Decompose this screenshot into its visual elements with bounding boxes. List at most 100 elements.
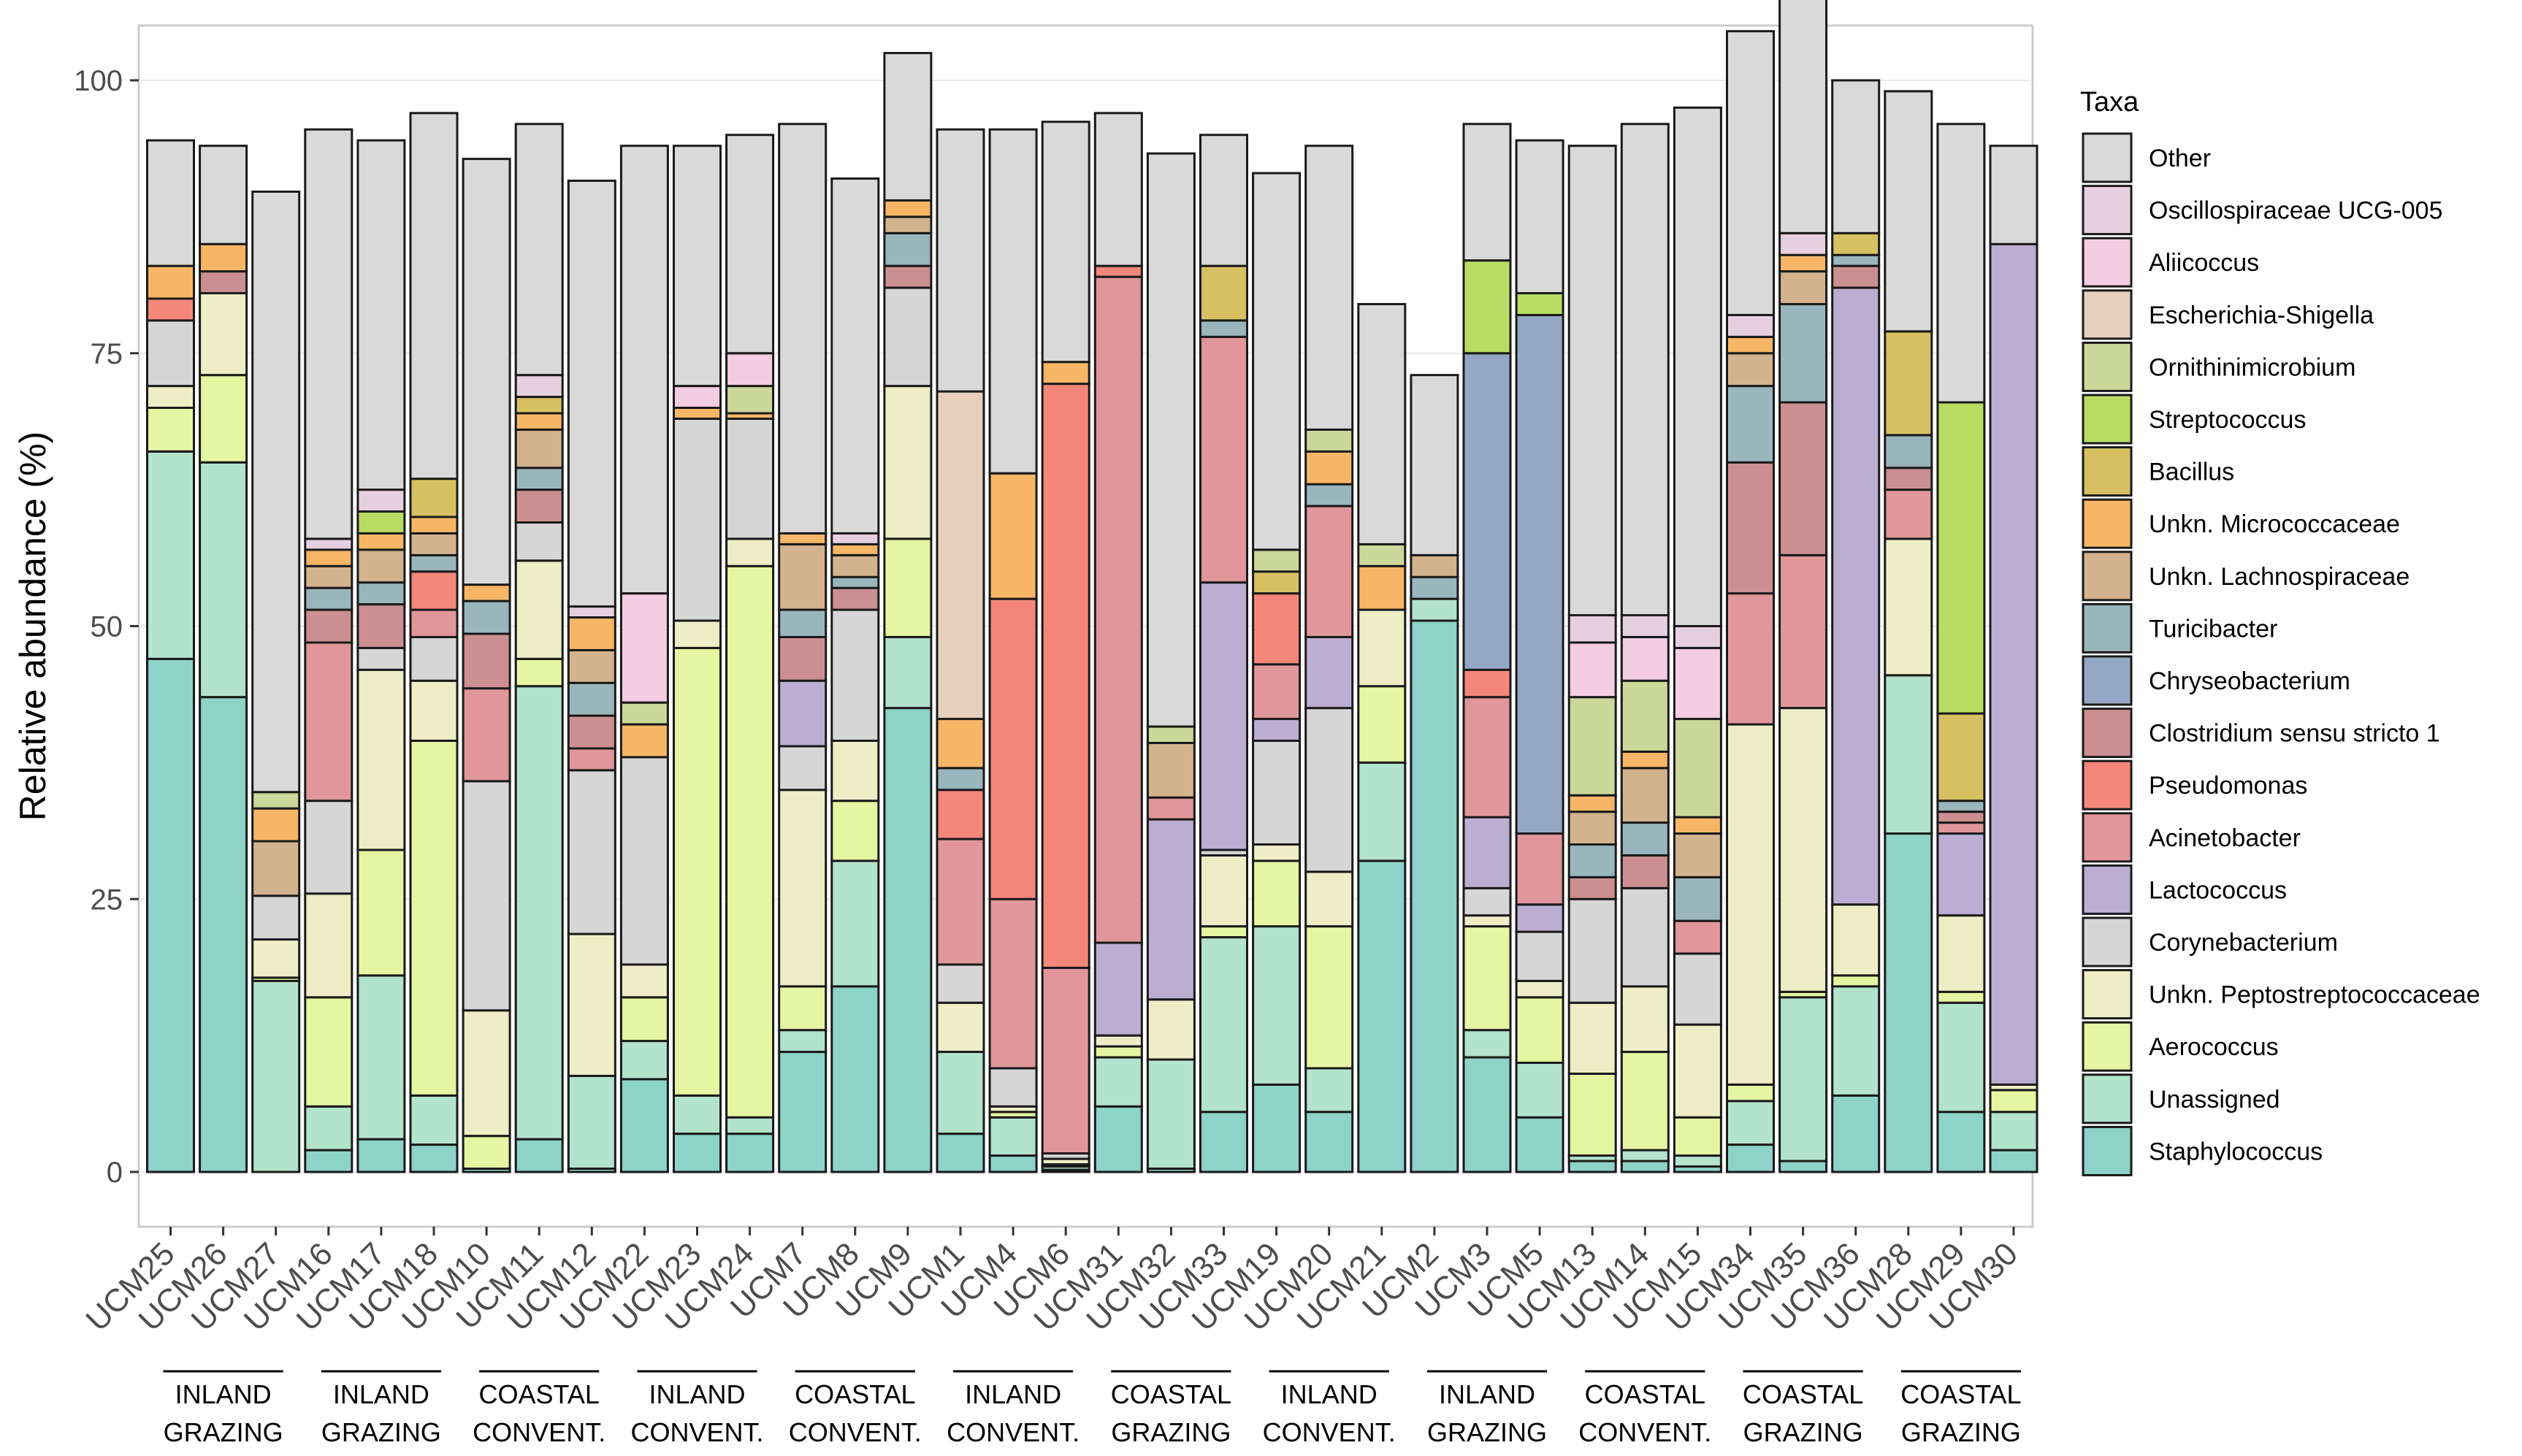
bar-segment-UCM34-Oscillospiraceae UCG-005 — [1726, 313, 1775, 338]
bar-segment-UCM27-Corynebacterium — [251, 894, 301, 941]
bar-segment-UCM19-Pseudomonas — [1252, 592, 1302, 666]
bar-segment-UCM5-Corynebacterium — [1515, 930, 1564, 982]
bar-segment-UCM30-Unassigned — [1989, 1111, 2038, 1152]
bar-segment-UCM18-Unkn. Lachnospiraceae — [409, 532, 459, 556]
bar-segment-UCM15-Unassigned — [1673, 1154, 1722, 1168]
bar-stack-UCM9 — [883, 52, 933, 1173]
bar-segment-UCM2-Turicibacter — [1410, 575, 1459, 600]
bar-stack-UCM11 — [514, 123, 564, 1173]
legend-key — [2082, 916, 2133, 968]
bar-segment-UCM14-Staphylococcus — [1620, 1160, 1670, 1173]
legend-key — [2082, 446, 2133, 497]
bar-segment-UCM32-Acinetobacter — [1146, 796, 1196, 821]
group-label-line1: COASTAL — [1743, 1379, 1863, 1409]
bar-segment-UCM8-Unkn. Micrococcaceae — [830, 543, 880, 556]
group-label-line1: INLAND — [649, 1379, 745, 1409]
bar-segment-UCM1-Acinetobacter — [936, 838, 985, 966]
bar-segment-UCM13-Corynebacterium — [1567, 897, 1617, 1004]
bar-segment-UCM5-Acinetobacter — [1515, 832, 1564, 906]
bar-segment-UCM17-Turicibacter — [356, 581, 406, 606]
bar-segment-UCM33-Staphylococcus — [1199, 1111, 1248, 1173]
bar-segment-UCM7-Turicibacter — [778, 608, 828, 638]
bar-segment-UCM36-Turicibacter — [1831, 253, 1881, 267]
group-label-line1: INLAND — [1439, 1379, 1535, 1409]
bar-segment-UCM35-Unkn. Lachnospiraceae — [1778, 270, 1828, 305]
bar-segment-UCM15-Aerococcus — [1673, 1116, 1722, 1157]
bar-stack-UCM27 — [251, 190, 301, 1173]
bar-segment-UCM13-Clostridium sensu stricto 1 — [1567, 875, 1617, 900]
bar-segment-UCM18-Other — [409, 112, 459, 480]
legend-key — [2082, 759, 2133, 811]
bar-segment-UCM17-Streptococcus — [356, 510, 406, 534]
legend-key — [2082, 185, 2133, 236]
bar-segment-UCM29-Staphylococcus — [1936, 1111, 1986, 1173]
bar-segment-UCM12-Unkn. Peptostreptococcaceae — [567, 932, 616, 1077]
bar-segment-UCM9-Unkn. Lachnospiraceae — [883, 215, 933, 234]
bar-segment-UCM12-Clostridium sensu stricto 1 — [567, 714, 616, 750]
legend-key — [2082, 1125, 2133, 1176]
bar-segment-UCM25-Unassigned — [146, 450, 195, 660]
bar-stack-UCM15 — [1673, 106, 1722, 1173]
bar-segment-UCM19-Acinetobacter — [1252, 663, 1302, 721]
legend-label: Unassigned — [2149, 1086, 2280, 1114]
bar-segment-UCM33-Unkn. Peptostreptococcaceae — [1199, 854, 1248, 928]
bar-segment-UCM15-Ornithinimicrobium — [1673, 718, 1722, 819]
bar-segment-UCM11-Corynebacterium — [514, 521, 564, 562]
bar-segment-UCM25-Unkn. Peptostreptococcaceae — [146, 385, 195, 409]
group-label-line2: CONVENT. — [947, 1417, 1080, 1447]
bar-segment-UCM5-Unassigned — [1515, 1062, 1564, 1119]
group-label-line2: CONVENT. — [630, 1417, 763, 1447]
bar-segment-UCM16-Aerococcus — [304, 996, 354, 1108]
bar-stack-UCM23 — [673, 145, 722, 1173]
bar-segment-UCM17-Unkn. Micrococcaceae — [356, 532, 406, 551]
legend-label: Lactococcus — [2149, 876, 2287, 904]
bar-segment-UCM25-Unkn. Micrococcaceae — [146, 264, 195, 300]
bar-stack-UCM13 — [1567, 145, 1617, 1173]
bar-segment-UCM25-Aerococcus — [146, 407, 195, 453]
bar-segment-UCM9-Unkn. Micrococcaceae — [883, 199, 933, 218]
bar-segment-UCM34-Unassigned — [1726, 1100, 1775, 1146]
bar-stack-UCM24 — [725, 134, 775, 1173]
bar-segment-UCM34-Unkn. Lachnospiraceae — [1726, 352, 1775, 388]
bar-segment-UCM24-Other — [725, 134, 775, 355]
bar-segment-UCM20-Aerococcus — [1304, 925, 1354, 1070]
bar-segment-UCM20-Unkn. Micrococcaceae — [1304, 450, 1354, 486]
bar-segment-UCM4-Corynebacterium — [988, 1067, 1038, 1108]
group-label-line1: COASTAL — [1585, 1379, 1705, 1409]
group-label-line2: GRAZING — [164, 1417, 283, 1447]
bar-segment-UCM13-Aliicoccus — [1567, 641, 1617, 699]
legend-label: Streptococcus — [2149, 406, 2306, 434]
bar-segment-UCM22-Corynebacterium — [619, 756, 669, 966]
bar-segment-UCM32-Lactococcus — [1146, 818, 1196, 1001]
bar-segment-UCM18-Aerococcus — [409, 739, 459, 1097]
bar-stack-UCM1 — [936, 128, 985, 1173]
bar-segment-UCM22-Unkn. Peptostreptococcaceae — [619, 963, 669, 999]
bar-segment-UCM14-Aerococcus — [1620, 1051, 1670, 1152]
bar-segment-UCM6-Unkn. Micrococcaceae — [1041, 361, 1090, 386]
bar-segment-UCM24-Aerococcus — [725, 564, 775, 1119]
bar-segment-UCM34-Turicibacter — [1726, 385, 1775, 464]
bar-segment-UCM21-Staphylococcus — [1357, 859, 1407, 1173]
bar-segment-UCM8-Staphylococcus — [830, 985, 880, 1173]
bar-segment-UCM28-Unassigned — [1884, 674, 1933, 835]
bar-stack-UCM35 — [1778, 0, 1828, 1173]
bar-segment-UCM19-Unkn. Peptostreptococcaceae — [1252, 843, 1302, 862]
bar-segment-UCM8-Turicibacter — [830, 575, 880, 589]
bar-segment-UCM15-Unkn. Micrococcaceae — [1673, 816, 1722, 835]
group-label-line2: CONVENT. — [1578, 1417, 1711, 1447]
bar-segment-UCM3-Unkn. Peptostreptococcaceae — [1462, 914, 1512, 928]
bar-segment-UCM26-Clostridium sensu stricto 1 — [199, 270, 248, 295]
bar-segment-UCM11-Bacillus — [514, 396, 564, 415]
bar-segment-UCM24-Unassigned — [725, 1116, 775, 1135]
bar-segment-UCM36-Unkn. Peptostreptococcaceae — [1831, 903, 1881, 977]
bar-segment-UCM33-Unassigned — [1199, 936, 1248, 1114]
bar-segment-UCM28-Acinetobacter — [1884, 488, 1933, 540]
bars — [146, 0, 2038, 1235]
bar-segment-UCM3-Aerococcus — [1462, 925, 1512, 1032]
bar-segment-UCM5-Chryseobacterium — [1515, 313, 1564, 835]
bar-segment-UCM16-Unkn. Micrococcaceae — [304, 548, 354, 567]
bar-segment-UCM35-Unkn. Peptostreptococcaceae — [1778, 707, 1828, 993]
legend-title: Taxa — [2080, 87, 2139, 118]
bar-segment-UCM20-Unassigned — [1304, 1067, 1354, 1114]
legend-key — [2082, 969, 2133, 1020]
